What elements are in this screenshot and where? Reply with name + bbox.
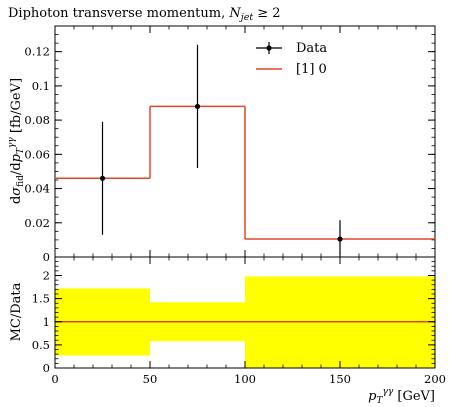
xlabel-gg: γγ [382, 387, 393, 397]
main-y-tick-label: 0.08 [24, 113, 50, 127]
chart-title-math: N [228, 6, 241, 21]
ylabel-T: T [16, 147, 26, 154]
main-y-tick-label: 0.1 [32, 79, 50, 93]
xlabel-T: T [376, 396, 383, 406]
ratio-y-ticks: 0 0.5 1 1.5 2 [32, 256, 435, 375]
data-point [194, 103, 201, 110]
main-x-ticks [54, 26, 436, 257]
x-tick-label: 100 [234, 372, 256, 386]
ratio-y-tick-label: 0.5 [32, 338, 50, 352]
ratio-y-axis-label: MC/Data [9, 282, 24, 341]
chart-title-math-sub: jet [239, 12, 254, 23]
ratio-y-tick-label: 1.5 [32, 292, 50, 306]
legend-entry-data: Data [296, 41, 327, 56]
x-tick-label: 200 [424, 372, 446, 386]
mc-histogram [55, 105, 435, 240]
x-axis-label: pTγγ [GeV] [368, 387, 435, 406]
legend-data-marker [266, 45, 272, 51]
x-tick-label: 0 [51, 372, 58, 386]
chart-title-math-tail: ≥ 2 [253, 6, 280, 21]
x-tick-label: 150 [329, 372, 351, 386]
main-y-tick-label: 0.06 [24, 147, 50, 161]
x-tick-label: 50 [143, 372, 158, 386]
main-y-tick-label: 0.12 [24, 45, 50, 59]
ylabel-unit: [fb/GeV] [9, 78, 24, 137]
legend-entry-mc: [1] 0 [296, 62, 327, 77]
main-y-tick-label: 0.04 [24, 182, 50, 196]
main-y-tick-label: 0 [43, 250, 50, 264]
main-panel: 00.020.040.060.080.10.12 dσfid/dpTγγ [fb… [7, 25, 436, 264]
xlabel-unit: [GeV] [393, 389, 435, 404]
ylabel-d1: d [9, 196, 24, 204]
main-y-ticks: 0 0.02 0.04 0.06 0.08 0.1 0.12 [24, 34, 435, 264]
ratio-x-ticks: 0 50 100 150 200 [51, 257, 446, 386]
chart-title: Diphoton transverse momentum, Njet ≥ 2 [8, 6, 281, 23]
data-point [99, 175, 106, 181]
ratio-y-tick-label: 0 [43, 361, 50, 375]
ratio-y-tick-label: 1 [43, 315, 50, 329]
data-point [337, 236, 343, 242]
xlabel-p: p [368, 389, 377, 404]
ylabel-fid: fid [16, 175, 26, 187]
legend: Data [1] 0 [256, 41, 327, 77]
main-y-axis-label: dσfid/dpTγγ [fb/GeV] [7, 78, 26, 204]
chart-title-text: Diphoton transverse momentum, [8, 6, 229, 21]
main-y-tick-label: 0.02 [24, 216, 50, 230]
ylabel-d2: d [9, 162, 24, 170]
ratio-panel: 0 0.5 1 1.5 2 0 50 100 150 200 MC/Data [9, 256, 446, 386]
data-points [99, 44, 343, 256]
ratio-y-tick-label: 2 [43, 269, 50, 283]
ylabel-p: p [9, 153, 24, 162]
ylabel-gg: γγ [7, 137, 17, 148]
ylabel-sigma: σ [9, 186, 24, 196]
ylabel-slash: / [9, 170, 24, 175]
